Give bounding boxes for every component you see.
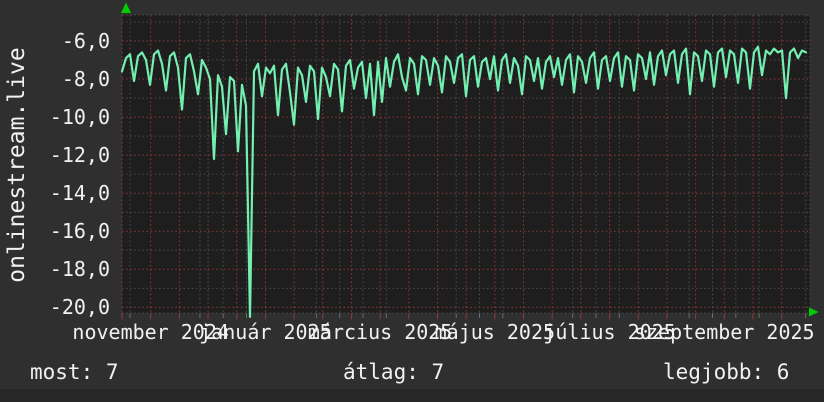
x-month-label: március 2025 bbox=[307, 320, 453, 344]
x-month-label: január 2025 bbox=[199, 320, 332, 344]
x-month-label: május 2025 bbox=[434, 320, 556, 344]
y-tick-label: -16,0 bbox=[49, 219, 110, 244]
y-tick-label: -12,0 bbox=[49, 143, 110, 168]
series-line bbox=[120, 45, 808, 318]
stat-average: átlag: 7 bbox=[343, 360, 445, 384]
x-month-label: július 2025 bbox=[543, 320, 676, 344]
y-tick-label: -8,0 bbox=[61, 67, 110, 92]
x-month-label: november 2024 bbox=[72, 320, 229, 344]
y-tick-label: -10,0 bbox=[49, 105, 110, 130]
bottom-strip bbox=[0, 389, 824, 402]
x-axis-arrow-icon bbox=[809, 307, 819, 317]
y-tick-label: -18,0 bbox=[49, 257, 110, 282]
y-tick-label: -14,0 bbox=[49, 181, 110, 206]
stat-most: most: 7 bbox=[30, 360, 119, 384]
stat-best: legjobb: 6 bbox=[663, 360, 790, 384]
y-tick-label: -6,0 bbox=[61, 29, 110, 53]
x-month-label: szeptember 2025 bbox=[633, 320, 815, 344]
y-tick-label: -20,0 bbox=[49, 295, 110, 320]
y-axis-arrow-icon bbox=[121, 2, 131, 13]
